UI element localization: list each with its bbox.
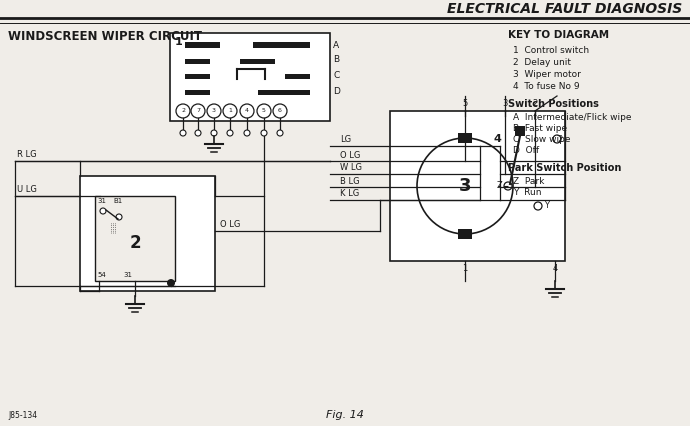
Bar: [258, 90, 310, 95]
Text: 2: 2: [129, 234, 141, 253]
Circle shape: [477, 158, 483, 164]
Circle shape: [191, 104, 205, 118]
Circle shape: [223, 104, 237, 118]
Circle shape: [477, 143, 483, 149]
Text: 1: 1: [175, 37, 183, 47]
Text: A: A: [333, 40, 339, 49]
Text: W LG: W LG: [340, 164, 362, 173]
Text: Fig. 14: Fig. 14: [326, 410, 364, 420]
Text: 2: 2: [181, 109, 185, 113]
Text: D: D: [333, 87, 340, 97]
Bar: [240, 59, 275, 64]
Text: 1  Control switch: 1 Control switch: [513, 46, 589, 55]
Circle shape: [273, 104, 287, 118]
Text: C: C: [333, 72, 339, 81]
Text: 7: 7: [196, 109, 200, 113]
Text: Y: Y: [544, 201, 549, 210]
Text: Y  Run: Y Run: [513, 188, 542, 197]
Circle shape: [116, 214, 122, 220]
Text: B: B: [333, 55, 339, 64]
Circle shape: [477, 171, 483, 177]
Text: 3  Wiper motor: 3 Wiper motor: [513, 70, 581, 79]
Circle shape: [240, 104, 254, 118]
Circle shape: [277, 130, 283, 136]
Circle shape: [100, 208, 106, 214]
Circle shape: [417, 138, 513, 234]
Text: 5: 5: [462, 99, 468, 108]
Bar: [458, 229, 472, 239]
Text: 4: 4: [245, 109, 249, 113]
Circle shape: [553, 135, 561, 143]
Text: J85-134: J85-134: [8, 411, 37, 420]
Circle shape: [207, 104, 221, 118]
Text: Park Switch Position: Park Switch Position: [508, 163, 622, 173]
Text: 31: 31: [97, 198, 106, 204]
Bar: [253, 42, 310, 48]
Circle shape: [211, 130, 217, 136]
Text: WINDSCREEN WIPER CIRCUIT: WINDSCREEN WIPER CIRCUIT: [8, 30, 202, 43]
Text: B1: B1: [113, 198, 122, 204]
Text: 4  To fuse No 9: 4 To fuse No 9: [513, 82, 580, 91]
Text: 54: 54: [97, 272, 106, 278]
Text: LG: LG: [340, 135, 351, 144]
Text: 1: 1: [228, 109, 232, 113]
Text: 2  Delay unit: 2 Delay unit: [513, 58, 571, 67]
Text: D  Off: D Off: [513, 146, 539, 155]
Circle shape: [227, 130, 233, 136]
Circle shape: [477, 184, 483, 190]
Text: O LG: O LG: [220, 220, 240, 229]
Text: 6: 6: [278, 109, 282, 113]
Text: 3: 3: [212, 109, 216, 113]
Text: 4: 4: [553, 264, 558, 273]
Text: Z  Park: Z Park: [513, 177, 544, 186]
Text: 1: 1: [462, 264, 468, 273]
Circle shape: [477, 197, 483, 203]
Circle shape: [167, 279, 175, 287]
Text: B LG: B LG: [340, 176, 359, 185]
Bar: [458, 133, 472, 143]
Bar: [185, 42, 220, 48]
Bar: [95, 196, 175, 281]
Text: 3: 3: [459, 177, 471, 195]
Circle shape: [534, 202, 542, 210]
Circle shape: [176, 104, 190, 118]
Bar: [185, 74, 210, 79]
Text: U LG: U LG: [17, 185, 37, 194]
Text: 2: 2: [533, 99, 538, 108]
Bar: [185, 90, 210, 95]
Circle shape: [180, 130, 186, 136]
Bar: [285, 74, 310, 79]
Text: Z: Z: [496, 181, 502, 190]
Circle shape: [257, 104, 271, 118]
Text: 3: 3: [502, 99, 508, 108]
Text: 31: 31: [123, 272, 132, 278]
Circle shape: [195, 130, 201, 136]
Text: 2: 2: [558, 135, 563, 144]
Bar: [390, 111, 565, 261]
Text: KEY TO DIAGRAM: KEY TO DIAGRAM: [508, 30, 609, 40]
Text: Switch Positions: Switch Positions: [508, 99, 599, 109]
Circle shape: [244, 130, 250, 136]
Text: 5: 5: [262, 109, 266, 113]
Text: C  Slow wipe: C Slow wipe: [513, 135, 571, 144]
Bar: [515, 126, 525, 136]
Bar: [170, 33, 330, 121]
Text: R LG: R LG: [17, 150, 37, 159]
Circle shape: [261, 130, 267, 136]
Text: A  Intermediate/Flick wipe: A Intermediate/Flick wipe: [513, 113, 631, 122]
Bar: [80, 176, 215, 291]
Text: O LG: O LG: [340, 150, 360, 159]
Text: ELECTRICAL FAULT DIAGNOSIS: ELECTRICAL FAULT DIAGNOSIS: [446, 2, 682, 16]
Text: K LG: K LG: [340, 190, 359, 199]
Bar: [185, 59, 210, 64]
Circle shape: [504, 182, 512, 190]
Text: 4: 4: [493, 135, 501, 144]
Text: B  Fast wipe: B Fast wipe: [513, 124, 567, 133]
